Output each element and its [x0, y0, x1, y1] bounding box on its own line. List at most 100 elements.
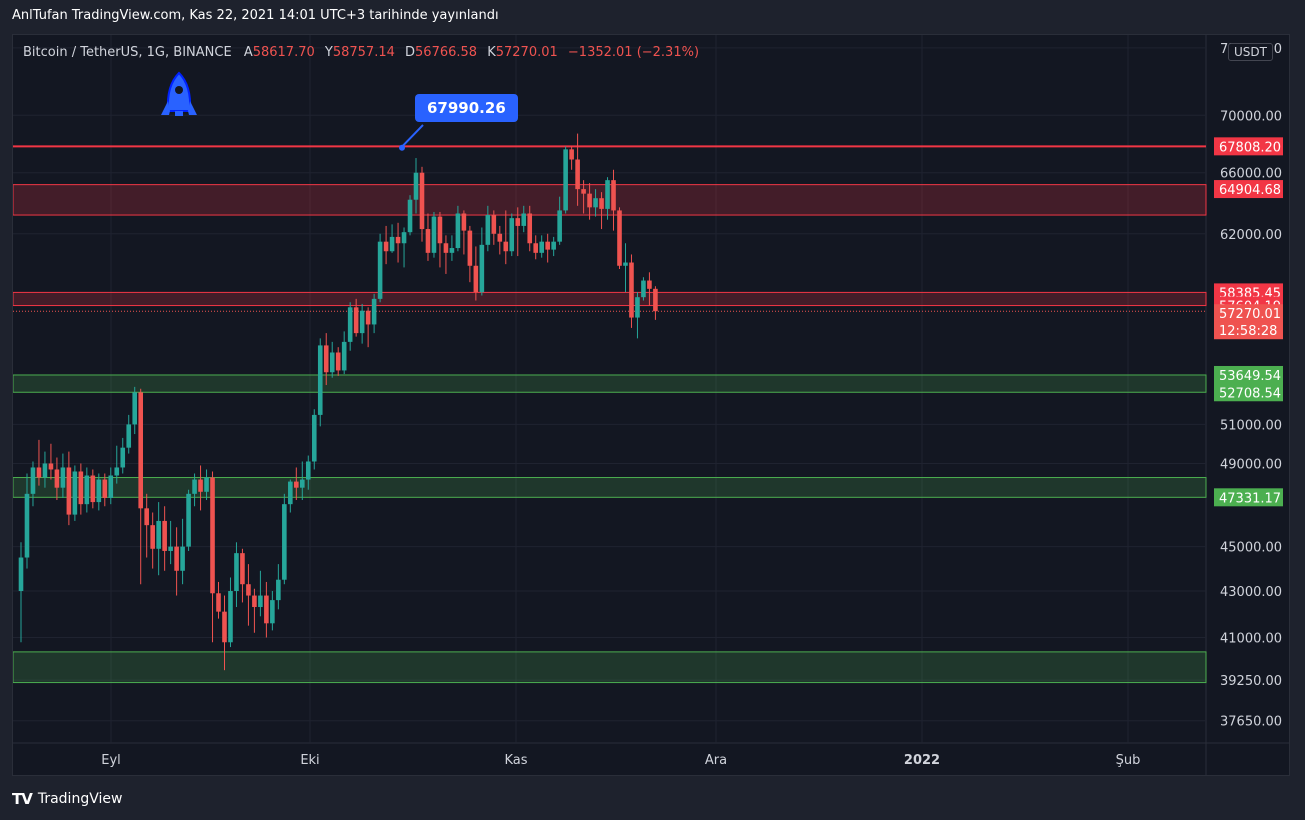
candle-body[interactable] — [587, 193, 592, 208]
candle-body[interactable] — [503, 241, 509, 252]
candle-body[interactable] — [527, 213, 533, 244]
candle-body[interactable] — [485, 215, 491, 245]
candle-body[interactable] — [90, 475, 96, 503]
candle-body[interactable] — [305, 461, 311, 480]
candle-body[interactable] — [341, 341, 347, 371]
candle-body[interactable] — [563, 149, 568, 211]
candle-body[interactable] — [377, 241, 383, 299]
candle-body[interactable] — [605, 180, 610, 209]
candle-body[interactable] — [294, 481, 299, 488]
candle-body[interactable] — [635, 297, 640, 318]
candle-body[interactable] — [455, 213, 461, 249]
candle-body[interactable] — [36, 467, 42, 478]
candle-body[interactable] — [353, 307, 359, 334]
price-chart[interactable]: 75000.0070000.0066000.0062000.0051000.00… — [13, 35, 1289, 775]
candle-body[interactable] — [234, 553, 239, 591]
price-label-box[interactable] — [1214, 488, 1283, 507]
candle-body[interactable] — [66, 467, 72, 515]
price-scale[interactable] — [1206, 35, 1289, 775]
candle-body[interactable] — [575, 159, 580, 190]
candle-body[interactable] — [599, 198, 604, 209]
candle-body[interactable] — [72, 471, 78, 515]
price-label-box[interactable] — [1214, 137, 1283, 156]
candle-body[interactable] — [443, 243, 449, 253]
candle-body[interactable] — [539, 241, 544, 253]
candle-body[interactable] — [60, 467, 66, 488]
candle-body[interactable] — [240, 553, 245, 585]
candle-body[interactable] — [479, 244, 485, 293]
candle-body[interactable] — [186, 493, 191, 547]
chart-panel[interactable]: 75000.0070000.0066000.0062000.0051000.00… — [12, 34, 1290, 776]
candle-body[interactable] — [491, 215, 497, 234]
candle-body[interactable] — [371, 298, 377, 325]
candle-body[interactable] — [126, 424, 132, 448]
candle-body[interactable] — [120, 447, 126, 468]
candle-body[interactable] — [228, 590, 233, 643]
candle-body[interactable] — [629, 262, 634, 318]
price-label-box[interactable] — [1214, 180, 1283, 199]
candle-body[interactable] — [497, 233, 503, 242]
candle-body[interactable] — [461, 213, 467, 231]
candle-body[interactable] — [174, 546, 179, 571]
candle-body[interactable] — [30, 467, 36, 494]
candle-body[interactable] — [150, 525, 155, 549]
candle-body[interactable] — [114, 467, 120, 476]
candle-body[interactable] — [365, 310, 371, 325]
candle-body[interactable] — [24, 493, 30, 558]
candle-body[interactable] — [311, 414, 317, 462]
legend-symbol[interactable]: Bitcoin / TetherUS, 1G, BINANCE — [23, 45, 232, 60]
candle-body[interactable] — [156, 520, 161, 549]
candle-body[interactable] — [198, 479, 203, 492]
candle-body[interactable] — [210, 477, 215, 594]
candle-body[interactable] — [521, 213, 527, 226]
candle-body[interactable] — [641, 280, 646, 298]
price-label-box[interactable] — [1214, 304, 1283, 323]
candle-body[interactable] — [449, 248, 455, 253]
candle-body[interactable] — [359, 310, 365, 334]
candle-body[interactable] — [270, 600, 275, 624]
candle-body[interactable] — [144, 508, 149, 526]
candle-body[interactable] — [473, 265, 479, 293]
candle-body[interactable] — [545, 241, 550, 250]
candle-body[interactable] — [407, 199, 413, 233]
candle-body[interactable] — [54, 469, 60, 488]
candle-body[interactable] — [48, 463, 54, 470]
candle-body[interactable] — [617, 210, 622, 266]
candle-body[interactable] — [102, 479, 108, 498]
price-callout[interactable]: 67990.26 — [415, 94, 518, 122]
candle-body[interactable] — [401, 232, 407, 244]
candle-body[interactable] — [96, 479, 102, 503]
support-zone[interactable] — [13, 477, 1207, 498]
candle-body[interactable] — [84, 475, 90, 505]
candle-body[interactable] — [216, 593, 221, 612]
candle-body[interactable] — [413, 172, 419, 200]
plot-area[interactable] — [13, 35, 1206, 743]
candle-body[interactable] — [252, 595, 257, 608]
candle-body[interactable] — [132, 392, 138, 425]
candle-body[interactable] — [335, 352, 341, 371]
candle-body[interactable] — [264, 595, 269, 624]
candle-body[interactable] — [246, 584, 251, 596]
candle-body[interactable] — [569, 149, 574, 160]
candle-body[interactable] — [383, 241, 389, 252]
candle-body[interactable] — [653, 288, 658, 312]
currency-button[interactable]: USDT — [1228, 43, 1273, 61]
candle-body[interactable] — [395, 236, 401, 244]
candle-body[interactable] — [168, 546, 173, 551]
candle-body[interactable] — [204, 477, 209, 492]
candle-body[interactable] — [258, 595, 263, 608]
candle-body[interactable] — [467, 230, 473, 266]
candle-body[interactable] — [78, 471, 84, 505]
candle-body[interactable] — [509, 218, 515, 252]
candle-body[interactable] — [593, 198, 598, 208]
support-zone[interactable] — [13, 651, 1207, 684]
candle-body[interactable] — [431, 216, 437, 253]
candle-body[interactable] — [581, 189, 586, 194]
candle-body[interactable] — [317, 345, 323, 415]
price-label-box[interactable] — [1214, 321, 1283, 340]
candle-body[interactable] — [347, 307, 353, 342]
candle-body[interactable] — [192, 479, 197, 494]
candle-body[interactable] — [276, 579, 281, 601]
candle-body[interactable] — [138, 392, 143, 509]
candle-body[interactable] — [557, 210, 562, 242]
